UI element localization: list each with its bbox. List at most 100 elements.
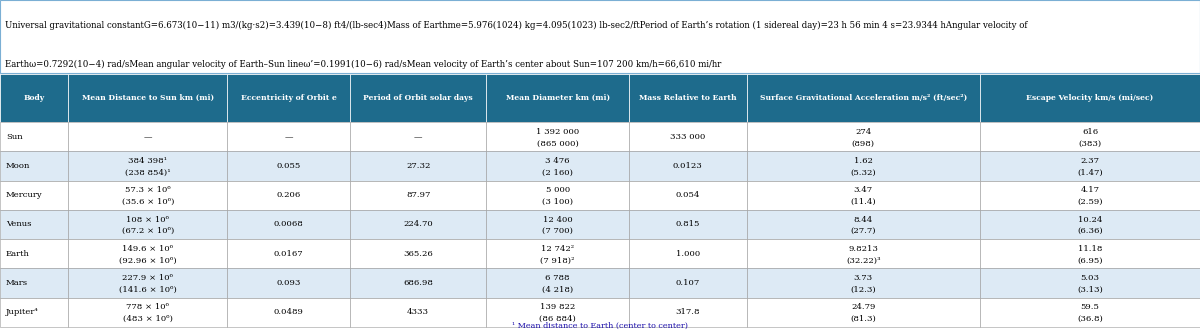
Text: 1.000: 1.000: [676, 250, 700, 258]
Text: Mars: Mars: [6, 279, 28, 287]
Text: 3.47: 3.47: [854, 186, 872, 194]
Bar: [68, 268, 227, 297]
Bar: [980, 122, 1200, 151]
Text: 108 × 10⁶: 108 × 10⁶: [126, 215, 169, 223]
Bar: [227, 181, 350, 210]
Bar: [227, 210, 350, 239]
Text: (141.6 × 10⁶): (141.6 × 10⁶): [119, 286, 176, 294]
Bar: [629, 122, 746, 151]
Bar: [746, 268, 980, 297]
Text: 87.97: 87.97: [406, 191, 431, 199]
Bar: [68, 122, 227, 151]
Bar: [350, 297, 486, 327]
Bar: [486, 122, 629, 151]
Bar: [350, 181, 486, 210]
Text: 9.8213: 9.8213: [848, 245, 878, 253]
Bar: [746, 210, 980, 239]
Bar: [350, 122, 486, 151]
Text: 0.055: 0.055: [276, 162, 301, 170]
Bar: [227, 239, 350, 268]
Text: (1.47): (1.47): [1078, 169, 1103, 177]
Text: 333 000: 333 000: [670, 133, 706, 141]
Text: (7 700): (7 700): [542, 227, 574, 235]
Text: (11.4): (11.4): [851, 198, 876, 206]
Text: (12.3): (12.3): [851, 286, 876, 294]
Text: (6.95): (6.95): [1078, 256, 1103, 265]
Text: Mean Diameter km (mi): Mean Diameter km (mi): [505, 94, 610, 102]
Bar: [227, 297, 350, 327]
Text: 6 788: 6 788: [546, 274, 570, 282]
Text: 0.0068: 0.0068: [274, 220, 304, 228]
Bar: [746, 239, 980, 268]
Text: Eccentricity of Orbit e: Eccentricity of Orbit e: [241, 94, 336, 102]
Text: 3 476: 3 476: [546, 157, 570, 165]
Text: 0.0123: 0.0123: [673, 162, 703, 170]
Text: (483 × 10⁶): (483 × 10⁶): [122, 315, 173, 323]
Text: (6.36): (6.36): [1078, 227, 1103, 235]
Bar: [68, 151, 227, 181]
Text: (865 000): (865 000): [536, 139, 578, 147]
Text: ¹ Mean distance to Earth (center to center): ¹ Mean distance to Earth (center to cent…: [512, 321, 688, 329]
Bar: [980, 239, 1200, 268]
Bar: [0, 210, 68, 239]
Bar: [350, 268, 486, 297]
Bar: [980, 181, 1200, 210]
Text: Venus: Venus: [6, 220, 31, 228]
Text: 11.18: 11.18: [1078, 245, 1103, 253]
Text: (7 918)²: (7 918)²: [540, 256, 575, 265]
Bar: [227, 268, 350, 297]
Text: (238 854)¹: (238 854)¹: [125, 169, 170, 177]
Text: 24.79: 24.79: [851, 303, 876, 311]
Text: 0.0489: 0.0489: [274, 308, 304, 316]
Text: 0.107: 0.107: [676, 279, 700, 287]
Bar: [68, 239, 227, 268]
Text: 5.03: 5.03: [1081, 274, 1099, 282]
Bar: [980, 151, 1200, 181]
Text: 0.0167: 0.0167: [274, 250, 304, 258]
Bar: [629, 181, 746, 210]
Text: 3.73: 3.73: [854, 274, 872, 282]
Text: 59.5: 59.5: [1081, 303, 1099, 311]
Text: (3 100): (3 100): [542, 198, 574, 206]
Text: 0.093: 0.093: [276, 279, 301, 287]
Bar: [68, 74, 227, 122]
Bar: [746, 122, 980, 151]
Text: 0.054: 0.054: [676, 191, 700, 199]
Text: Mean Distance to Sun km (mi): Mean Distance to Sun km (mi): [82, 94, 214, 102]
Text: (2.59): (2.59): [1078, 198, 1103, 206]
Bar: [0, 239, 68, 268]
Text: 10.24: 10.24: [1078, 215, 1103, 223]
Text: (67.2 × 10⁶): (67.2 × 10⁶): [121, 227, 174, 235]
Text: (81.3): (81.3): [851, 315, 876, 323]
Bar: [486, 268, 629, 297]
Text: —: —: [284, 133, 293, 141]
Bar: [746, 181, 980, 210]
Text: (32.22)³: (32.22)³: [846, 256, 881, 265]
Text: Surface Gravitational Acceleration m/s² (ft/sec²): Surface Gravitational Acceleration m/s² …: [760, 94, 967, 102]
Bar: [350, 151, 486, 181]
Bar: [68, 210, 227, 239]
Text: Moon: Moon: [6, 162, 30, 170]
Bar: [629, 210, 746, 239]
Text: 227.9 × 10⁶: 227.9 × 10⁶: [122, 274, 173, 282]
Bar: [227, 151, 350, 181]
Text: —: —: [414, 133, 422, 141]
Text: 1.62: 1.62: [854, 157, 872, 165]
Bar: [68, 181, 227, 210]
Bar: [980, 268, 1200, 297]
Bar: [980, 297, 1200, 327]
Bar: [350, 210, 486, 239]
Bar: [0, 181, 68, 210]
Bar: [746, 151, 980, 181]
Bar: [746, 297, 980, 327]
Bar: [629, 151, 746, 181]
Bar: [0, 151, 68, 181]
Text: (5.32): (5.32): [851, 169, 876, 177]
Bar: [0, 268, 68, 297]
Bar: [629, 268, 746, 297]
Text: (383): (383): [1079, 139, 1102, 147]
Text: (27.7): (27.7): [851, 227, 876, 235]
Text: 365.26: 365.26: [403, 250, 433, 258]
Text: Period of Orbit solar days: Period of Orbit solar days: [364, 94, 473, 102]
Bar: [486, 239, 629, 268]
